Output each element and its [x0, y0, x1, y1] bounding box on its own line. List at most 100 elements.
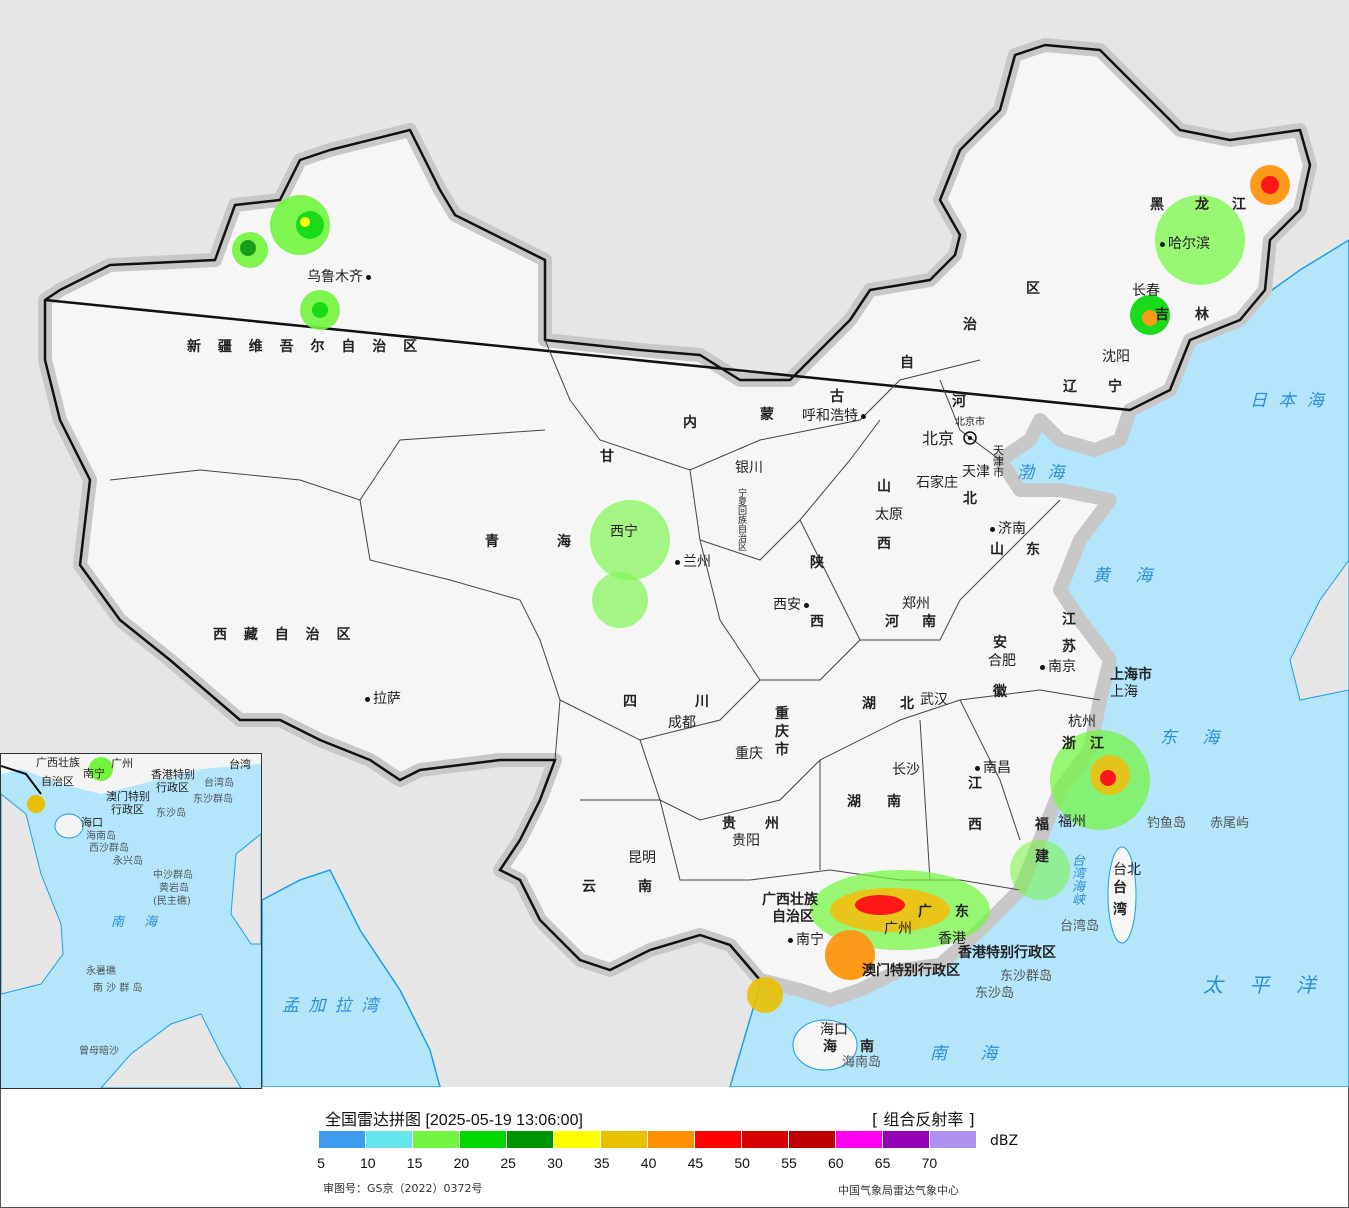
- agency-credit: 中国气象局雷达气象中心: [838, 1184, 959, 1197]
- city-hongkong[interactable]: 香港: [938, 931, 966, 947]
- city-yinchuan[interactable]: 银川: [735, 460, 763, 476]
- region-hubei-2: 北: [900, 696, 914, 712]
- tick-label: 35: [594, 1155, 610, 1171]
- inset-label: 广西壮族: [36, 756, 80, 769]
- region-sc-1: 四: [623, 694, 637, 710]
- city-xian[interactable]: 西安: [773, 598, 812, 612]
- city-hangzhou[interactable]: 杭州: [1068, 714, 1096, 730]
- province-borders: [109, 339, 1101, 891]
- sea-bengal: 孟 加 拉 湾: [282, 996, 381, 1016]
- sea-yellow: 黄 海: [1093, 566, 1163, 586]
- region-jx-1: 江: [968, 776, 982, 792]
- region-yn-1: 云: [582, 879, 596, 895]
- city-jinan[interactable]: 济南: [990, 522, 1026, 536]
- region-js-2: 苏: [1062, 639, 1076, 655]
- color-swatch: [601, 1131, 647, 1148]
- city-chengdu[interactable]: 成都: [668, 715, 696, 731]
- city-changsha[interactable]: 长沙: [892, 762, 920, 778]
- region-sd-2: 东: [1026, 542, 1040, 558]
- city-taiyuan[interactable]: 太原: [875, 507, 903, 523]
- color-bar: [319, 1131, 977, 1148]
- tick-label: 30: [547, 1155, 563, 1171]
- inset-label: 香港特别: [151, 768, 195, 781]
- region-gz-2: 州: [765, 816, 779, 832]
- city-hohhot[interactable]: 呼和浩特: [802, 409, 869, 423]
- city-changchun[interactable]: 长春: [1132, 283, 1160, 299]
- region-jx-2: 西: [968, 817, 982, 833]
- tick-label: 55: [781, 1155, 797, 1171]
- color-swatch: [883, 1131, 929, 1148]
- city-haikou[interactable]: 海口: [820, 1022, 848, 1038]
- inset-label: 西沙群岛: [89, 843, 129, 854]
- city-urumqi[interactable]: 乌鲁木齐: [307, 270, 374, 284]
- south-china-sea-inset: 广西壮族 自治区 南宁 广州 香港特别 行政区 澳门特别 行政区 东沙群岛 东沙…: [0, 753, 262, 1089]
- inset-label: 东沙岛: [156, 808, 186, 819]
- city-shijiazhuang[interactable]: 石家庄: [916, 475, 958, 491]
- region-ningxia: 宁夏回族自治区: [738, 489, 748, 553]
- city-nanchang[interactable]: 南昌: [975, 761, 1011, 775]
- inset-label: 南宁: [83, 767, 105, 780]
- color-swatch: [695, 1131, 741, 1148]
- inset-label: 自治区: [41, 775, 74, 788]
- region-qinghai-1: 青: [485, 534, 499, 550]
- region-nmg-1: 内: [683, 415, 697, 431]
- label-hk-sar: 香港特别行政区: [958, 945, 1056, 961]
- sea-pacific: 太 平 洋: [1203, 973, 1326, 997]
- region-shanxi-1: 山: [877, 479, 891, 495]
- city-chongqing[interactable]: 重庆: [735, 746, 763, 762]
- tick-label: 40: [640, 1155, 657, 1171]
- city-zhengzhou[interactable]: 郑州: [902, 596, 930, 612]
- city-hefei[interactable]: 合肥: [988, 653, 1016, 669]
- region-shaanxi-1: 陕: [810, 555, 824, 571]
- city-beijing[interactable]: 北京: [922, 429, 955, 448]
- color-swatch: [319, 1131, 365, 1148]
- color-swatch: [366, 1131, 412, 1148]
- island-dongsha: 东沙岛: [975, 986, 1015, 1001]
- tick-label: 15: [406, 1155, 423, 1171]
- region-gansu: 甘: [600, 449, 614, 465]
- region-cq-1: 重: [775, 706, 789, 722]
- city-kunming[interactable]: 昆明: [628, 850, 656, 866]
- region-shanxi-2: 西: [877, 536, 891, 552]
- region-hlj-1: 黑: [1150, 197, 1164, 213]
- city-nanjing[interactable]: 南京: [1040, 660, 1076, 674]
- region-hubei-1: 湖: [862, 696, 876, 712]
- region-hunan-2: 南: [887, 794, 901, 810]
- inset-label: (民主礁): [153, 896, 191, 907]
- city-shenyang[interactable]: 沈阳: [1102, 349, 1130, 365]
- region-zj-2: 江: [1090, 736, 1104, 752]
- city-fuzhou[interactable]: 福州: [1058, 814, 1086, 830]
- radar-echoes: [232, 165, 1290, 1013]
- region-hebei-2: 北: [963, 491, 977, 507]
- region-jilin-2: 林: [1195, 307, 1209, 323]
- region-beijing: 北京市: [955, 417, 985, 428]
- city-lanzhou[interactable]: 兰州: [675, 555, 711, 569]
- sea-south: 南 海: [930, 1044, 1012, 1064]
- tick-label: 60: [828, 1155, 844, 1171]
- city-tianjin[interactable]: 天津: [962, 464, 990, 480]
- city-taipei[interactable]: 台北: [1113, 862, 1141, 878]
- city-guiyang[interactable]: 贵阳: [732, 833, 760, 849]
- japan-land: [1289, 559, 1349, 701]
- city-lhasa[interactable]: 拉萨: [365, 692, 401, 706]
- city-xining[interactable]: 西宁: [610, 524, 638, 540]
- region-hlj-2: 龙: [1195, 197, 1209, 213]
- color-swatch: [789, 1131, 835, 1148]
- unit-label: dBZ: [990, 1133, 1019, 1149]
- city-guangzhou[interactable]: 广州: [884, 921, 912, 937]
- inset-map: [1, 754, 261, 1088]
- city-wuhan[interactable]: 武汉: [920, 692, 948, 708]
- region-ln-1: 辽: [1063, 379, 1077, 395]
- inset-label: 曾母暗沙: [79, 1046, 119, 1057]
- region-hebei-1: 河: [952, 394, 966, 410]
- region-nmg-6: 区: [1026, 281, 1040, 297]
- sea-bengal: [261, 869, 441, 1087]
- city-nanning[interactable]: 南宁: [788, 933, 824, 947]
- city-harbin[interactable]: 哈尔滨: [1160, 237, 1210, 251]
- region-yn-2: 南: [638, 879, 652, 895]
- tick-label: 50: [734, 1155, 750, 1171]
- city-shanghai[interactable]: 上海: [1110, 684, 1138, 700]
- color-swatch: [930, 1131, 976, 1148]
- color-swatch: [836, 1131, 882, 1148]
- color-swatch: [742, 1131, 788, 1148]
